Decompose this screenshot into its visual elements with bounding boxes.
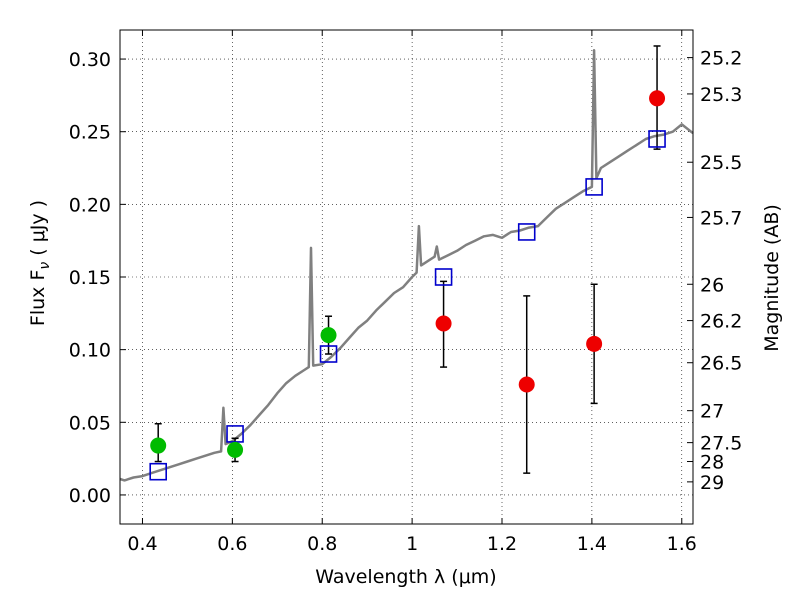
y2-tick-label: 25.3 (700, 84, 742, 106)
x-tick-label: 1.2 (487, 533, 517, 555)
observed-flux-point (518, 376, 535, 393)
marker-layer (149, 90, 666, 481)
y2-tick-label: 25.5 (700, 152, 742, 174)
x-tick-label: 0.4 (127, 533, 157, 555)
model-photometry-square (149, 462, 167, 481)
model-photometry-square (517, 223, 536, 241)
observed-flux-point (227, 441, 244, 458)
model-photometry-square (585, 178, 603, 196)
y2-tick-label: 26.2 (700, 311, 742, 333)
y-tick-label: 0.20 (69, 194, 111, 216)
y2-tick-label: 27 (700, 401, 724, 423)
y-axis-label-main: Flux F (27, 270, 49, 326)
x-tick-label: 1.6 (667, 533, 697, 555)
x-tick-label: 0.8 (307, 533, 337, 555)
y-tick-label: 0.10 (69, 340, 111, 362)
y-axis-label: Flux Fν ( μJy ) (27, 200, 53, 326)
y-tick-label: 0.15 (69, 267, 111, 289)
y2-tick-label: 25.7 (700, 207, 742, 229)
y2-tick-label: 27.5 (700, 433, 742, 455)
errorbar-layer (154, 45, 661, 474)
x-axis-label: Wavelength λ (μm) (315, 566, 496, 588)
observed-flux-point (435, 315, 452, 332)
model-photometry-square (319, 345, 338, 363)
observed-flux-point (320, 327, 337, 344)
observed-flux-point (586, 335, 603, 352)
y-tick-label: 0.05 (69, 412, 111, 434)
y-tick-label: 0.30 (69, 49, 111, 71)
plot-frame (119, 29, 694, 525)
y2-tick-label: 29 (700, 472, 724, 494)
y-axis-label-unit: ( μJy ) (27, 200, 49, 262)
observed-flux-point (150, 437, 167, 454)
y2-tick-label: 28 (700, 452, 724, 474)
spectrum-layer (119, 49, 694, 482)
y2-axis-label: Magnitude (AB) (761, 204, 783, 352)
y-axis-label-subscript: ν (37, 262, 53, 270)
grid-layer (120, 30, 693, 524)
observed-flux-point (649, 90, 666, 107)
y2-tick-label: 25.2 (700, 48, 742, 70)
model-photometry-square (434, 268, 453, 286)
y-tick-label: 0.25 (69, 122, 111, 144)
x-tick-label: 1 (406, 533, 418, 555)
model-spectrum-line (119, 49, 694, 482)
model-photometry-square (648, 130, 666, 148)
y2-tick-label: 26 (700, 274, 724, 296)
y2-tick-label: 26.5 (700, 353, 742, 375)
y-tick-label: 0.00 (69, 485, 111, 507)
x-tick-label: 1.4 (577, 533, 607, 555)
tick-layer: 0.4 0.6 0.8 1 1.2 1.4 1.6 0.00 0.05 0.10 0.15 0.20 0… (69, 30, 742, 555)
x-tick-label: 0.6 (217, 533, 247, 555)
